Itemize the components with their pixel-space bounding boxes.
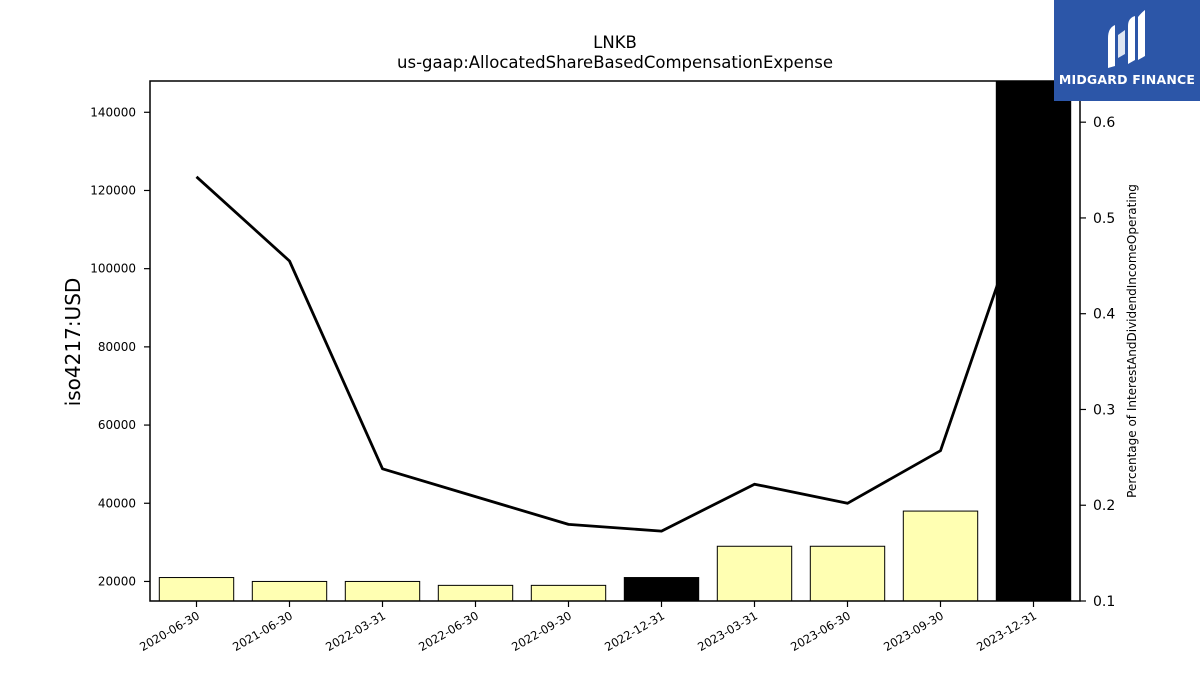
- y-tick-label: 140000: [90, 105, 136, 119]
- chart-subtitle: us-gaap:AllocatedShareBasedCompensationE…: [397, 53, 833, 72]
- y2-tick-label: 0.6: [1093, 115, 1115, 131]
- y-tick-label: 100000: [90, 262, 136, 276]
- bar: [251, 580, 328, 602]
- y2-axis-label: Percentage of InterestAndDividendIncomeO…: [1125, 184, 1139, 498]
- series-line: [195, 175, 1035, 533]
- x-tick-label: 2023-03-31: [695, 608, 760, 654]
- y-tick-label: 60000: [98, 418, 136, 432]
- bar: [716, 545, 793, 602]
- bar: [344, 580, 421, 602]
- y2-tick-label: 0.3: [1093, 402, 1115, 418]
- x-tick-label: 2023-09-30: [881, 608, 946, 654]
- bar: [995, 80, 1072, 602]
- x-tick-label: 2021-06-30: [230, 608, 295, 654]
- x-tick-label: 2022-12-31: [602, 608, 667, 654]
- bar: [623, 577, 700, 602]
- y-tick-label: 80000: [98, 340, 136, 354]
- bar: [158, 577, 235, 602]
- x-tick-label: 2023-06-30: [788, 608, 853, 654]
- bar: [437, 584, 514, 602]
- line-layer: [195, 175, 1035, 533]
- x-tick-label: 2022-03-31: [323, 608, 388, 654]
- y-tick-label: 20000: [98, 574, 136, 588]
- midgard-finance-logo: MIDGARD FINANCE: [1054, 0, 1200, 101]
- x-tick-label: 2022-06-30: [416, 608, 481, 654]
- y2-tick-label: 0.1: [1093, 594, 1115, 610]
- y-tick-label: 120000: [90, 183, 136, 197]
- x-tick-label: 2020-06-30: [137, 608, 202, 654]
- logo-text: MIDGARD FINANCE: [1058, 72, 1196, 87]
- bar: [809, 545, 886, 602]
- bar: [902, 510, 979, 602]
- y-axis-label: iso4217:USD: [61, 278, 85, 407]
- x-tick-label: 2022-09-30: [509, 608, 574, 654]
- logo-mark-icon: [1108, 10, 1145, 68]
- y2-tick-label: 0.5: [1093, 211, 1115, 227]
- bar: [530, 584, 607, 602]
- y-tick-label: 40000: [98, 496, 136, 510]
- chart-title: LNKB: [593, 33, 637, 52]
- y2-tick-label: 0.4: [1093, 307, 1115, 323]
- plot-frame: [149, 80, 1081, 602]
- x-tick-label: 2023-12-31: [974, 608, 1039, 654]
- bars-layer: [158, 80, 1072, 602]
- y2-tick-label: 0.2: [1093, 498, 1115, 514]
